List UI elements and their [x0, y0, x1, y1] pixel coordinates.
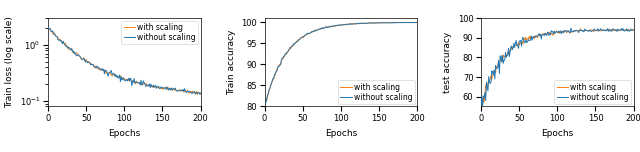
without scaling [100, 68, 108, 70]
without scaling [491, 78, 499, 80]
without scaling [196, 92, 204, 94]
with scaling [58, 40, 65, 42]
with scaling [44, 26, 52, 27]
without scaling [413, 22, 421, 23]
without scaling [401, 22, 409, 23]
without scaling [618, 28, 625, 29]
without scaling [58, 41, 65, 43]
Y-axis label: Train accuracy: Train accuracy [227, 30, 236, 95]
Line: without scaling: without scaling [48, 27, 200, 94]
with scaling [343, 24, 351, 26]
with scaling [477, 105, 485, 107]
with scaling [45, 28, 52, 30]
Line: without scaling: without scaling [481, 28, 634, 106]
with scaling [577, 28, 584, 30]
with scaling [100, 69, 108, 71]
with scaling [316, 28, 324, 30]
X-axis label: Epochs: Epochs [108, 129, 140, 138]
with scaling [413, 22, 421, 24]
Legend: with scaling, without scaling: with scaling, without scaling [554, 80, 631, 104]
with scaling [396, 22, 404, 23]
with scaling [324, 26, 332, 28]
without scaling [44, 26, 52, 28]
Line: with scaling: with scaling [264, 22, 417, 106]
with scaling [196, 93, 204, 95]
Y-axis label: test accuracy: test accuracy [443, 32, 452, 93]
Y-axis label: Train loss (log scale): Train loss (log scale) [5, 16, 14, 108]
without scaling [275, 65, 282, 67]
without scaling [196, 93, 204, 95]
with scaling [262, 102, 269, 104]
without scaling [316, 28, 324, 29]
without scaling [262, 102, 269, 104]
Line: with scaling: with scaling [48, 26, 200, 94]
without scaling [630, 28, 637, 30]
with scaling [401, 22, 409, 23]
without scaling [477, 105, 485, 107]
X-axis label: Epochs: Epochs [541, 129, 573, 138]
without scaling [533, 35, 541, 37]
with scaling [541, 33, 549, 34]
Legend: with scaling, without scaling: with scaling, without scaling [338, 80, 415, 104]
X-axis label: Epochs: Epochs [324, 129, 357, 138]
without scaling [108, 74, 116, 76]
without scaling [559, 32, 567, 34]
Legend: with scaling, without scaling: with scaling, without scaling [121, 21, 198, 44]
with scaling [533, 36, 541, 38]
with scaling [127, 78, 134, 80]
without scaling [478, 95, 486, 97]
without scaling [45, 28, 52, 29]
with scaling [108, 75, 116, 77]
with scaling [559, 31, 567, 33]
with scaling [618, 29, 625, 31]
without scaling [260, 104, 268, 106]
without scaling [343, 23, 351, 25]
with scaling [478, 103, 486, 105]
Line: without scaling: without scaling [264, 22, 417, 105]
without scaling [541, 32, 549, 34]
with scaling [491, 70, 499, 72]
without scaling [567, 27, 575, 29]
with scaling [630, 29, 637, 31]
with scaling [275, 66, 282, 67]
without scaling [400, 22, 408, 23]
without scaling [184, 90, 191, 92]
with scaling [184, 90, 191, 92]
without scaling [127, 77, 134, 79]
Line: with scaling: with scaling [481, 29, 634, 106]
without scaling [324, 26, 332, 28]
with scaling [260, 105, 268, 107]
